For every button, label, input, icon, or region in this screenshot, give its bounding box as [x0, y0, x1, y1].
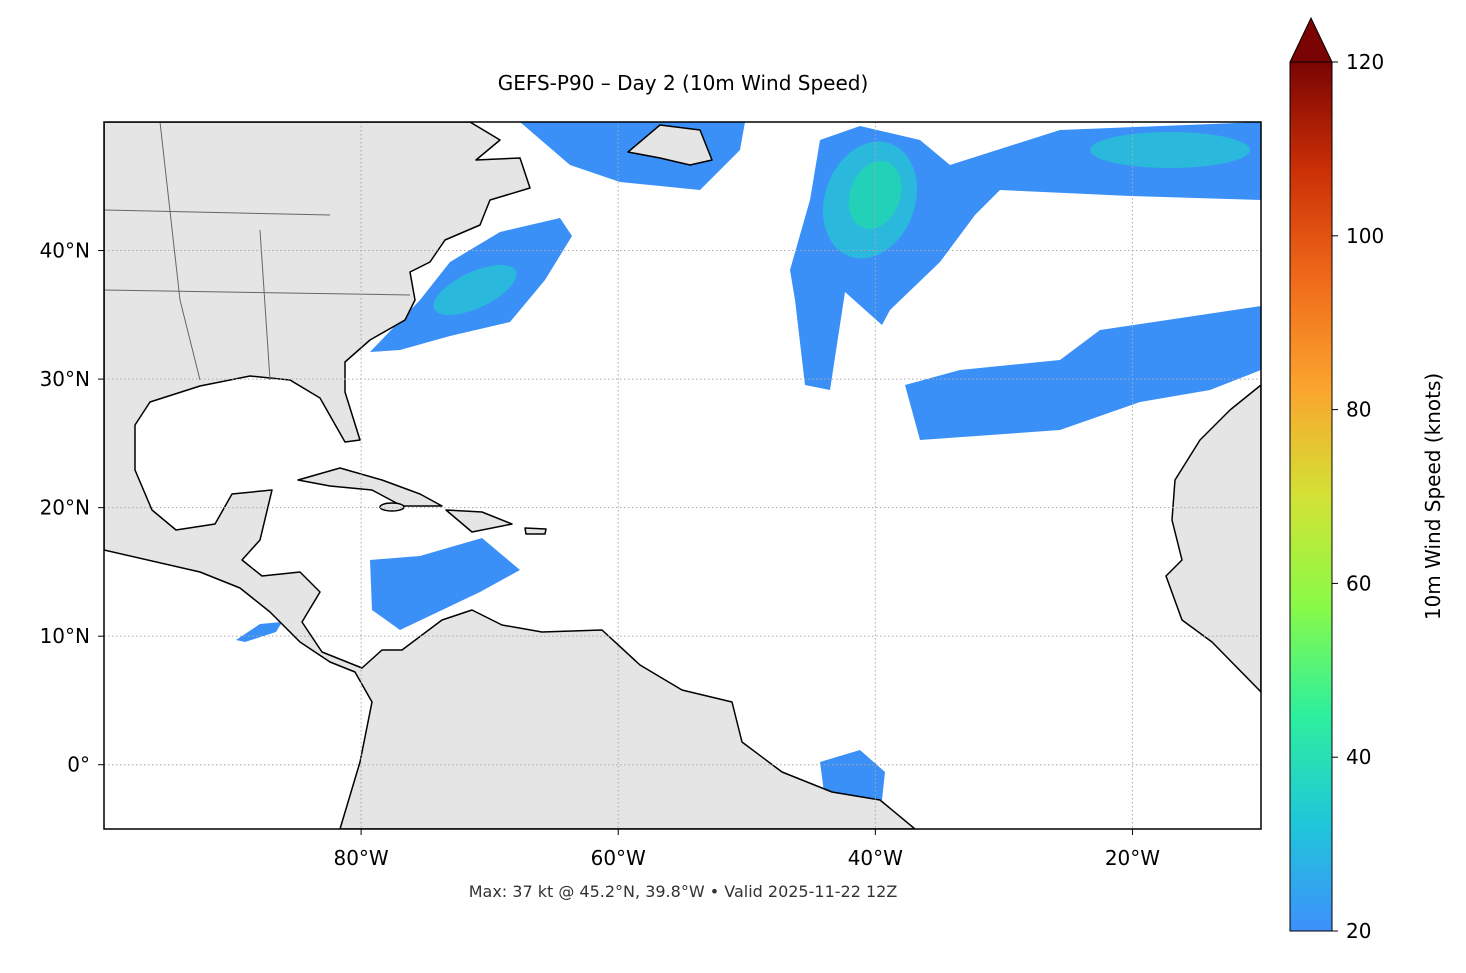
colorbar-tick-label: 100 — [1346, 224, 1384, 248]
map-layers — [104, 122, 1261, 829]
cuba — [297, 467, 443, 507]
wind-core — [1090, 132, 1250, 168]
chart-title: GEFS-P90 – Day 2 (10m Wind Speed) — [498, 71, 869, 95]
x-tick-label: 60°W — [591, 846, 646, 870]
hispaniola — [445, 509, 513, 533]
y-tick-label: 0° — [67, 753, 90, 777]
y-tick-label: 30°N — [40, 367, 90, 391]
puerto-rico — [524, 527, 547, 535]
colorbar-scale — [1289, 61, 1333, 932]
wind-area — [236, 622, 282, 642]
colorbar-label: 10m Wind Speed (knots) — [1421, 373, 1445, 620]
x-tick-label: 40°W — [848, 846, 903, 870]
newfoundland — [627, 124, 713, 166]
state-borders — [104, 122, 411, 381]
y-tick-label: 10°N — [40, 624, 90, 648]
x-tick-label: 20°W — [1105, 846, 1160, 870]
wind-area — [370, 538, 520, 630]
africa — [1165, 384, 1261, 693]
x-tick-label: 80°W — [333, 846, 388, 870]
y-tick-label: 20°N — [40, 496, 90, 520]
colorbar-extend — [1289, 16, 1333, 63]
wind-core — [433, 264, 517, 316]
footnote: Max: 37 kt @ 45.2°N, 39.8°W • Valid 2025… — [469, 882, 898, 901]
plot-frame — [103, 121, 1262, 830]
colorbar-tick-label: 20 — [1346, 919, 1371, 943]
land — [104, 122, 1261, 829]
colorbar-tick-label: 120 — [1346, 50, 1384, 74]
colorbar-tick-label: 60 — [1346, 571, 1371, 595]
colorbar-tick-label: 80 — [1346, 398, 1371, 422]
wind-area — [905, 306, 1261, 440]
jamaica — [379, 502, 405, 512]
americas — [104, 122, 916, 829]
axes: 80°W 60°W 40°W 20°W 0° 10°N 20°N 30°N 40°N — [40, 239, 1161, 870]
colorbar: 20 40 60 80 100 120 10m Wind Speed (knots) — [1289, 16, 1445, 943]
grid — [104, 122, 1261, 829]
wind-area — [820, 750, 885, 800]
y-tick-label: 40°N — [40, 239, 90, 263]
colorbar-tick-label: 40 — [1346, 745, 1371, 769]
